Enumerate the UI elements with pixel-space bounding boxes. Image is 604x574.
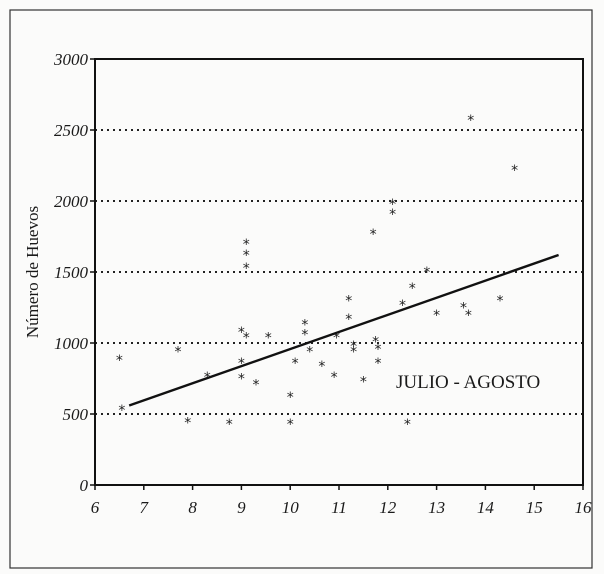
data-point: * [497,294,504,310]
data-point: * [226,417,233,433]
y-axis-label: Número de Huevos [23,206,42,338]
data-point: * [184,416,191,432]
trendline [128,253,559,407]
period-annotation: JULIO - AGOSTO [396,372,540,393]
data-point: * [238,372,245,388]
data-point: * [287,390,294,406]
data-point: * [243,248,250,264]
data-point: * [350,345,357,361]
data-point: * [301,328,308,344]
y-tick-label: 2000 [54,192,89,211]
data-point: * [243,237,250,253]
x-tick-label: 12 [379,498,397,517]
x-tick-label: 11 [331,498,347,517]
data-point: * [174,345,181,361]
data-point: * [433,308,440,324]
data-point: * [409,281,416,297]
data-point: * [375,342,382,358]
y-tick-label: 500 [63,405,89,424]
x-tick-label: 7 [140,498,150,517]
data-point: * [423,265,430,281]
data-point: * [287,417,294,433]
x-tick-label: 6 [91,498,100,517]
data-point: * [350,339,357,355]
data-point: * [238,325,245,341]
data-point: * [345,312,352,328]
data-point: * [460,301,467,317]
data-point: * [243,330,250,346]
data-point: * [306,345,313,361]
y-tick-label: 2500 [54,121,89,140]
data-point: * [404,417,411,433]
axis-ticks: 0 500 1000 1500 2000 2500 3000 6 7 8 9 10 11 12 13 14 15… [53,50,592,517]
data-point: * [318,359,325,375]
data-point: * [511,163,518,179]
outer-frame [9,9,593,569]
data-point: * [389,197,396,213]
data-point: * [301,318,308,334]
data-point: * [372,335,379,351]
data-point: * [370,227,377,243]
data-point: * [253,377,260,393]
data-point: * [467,113,474,129]
trendline-layer [128,253,559,407]
y-tick-label: 1500 [54,263,89,282]
y-tick-label: 3000 [53,50,89,69]
data-point: * [360,375,367,391]
data-point: * [399,298,406,314]
data-points: **** *********************************** *… [116,113,518,433]
data-point: * [243,261,250,277]
x-tick-label: 8 [188,498,197,517]
data-point: * [265,330,272,346]
y-tick-label: 1000 [54,334,89,353]
x-tick-label: 14 [477,498,495,517]
x-tick-label: 15 [526,498,543,517]
data-point: * [331,370,338,386]
x-tick-label: 13 [428,498,445,517]
data-point: * [116,353,123,369]
x-tick-label: 16 [575,498,593,517]
data-point: * [238,356,245,372]
data-point: * [345,294,352,310]
data-point: * [375,356,382,372]
data-point: * [465,308,472,324]
data-point: * [333,330,340,346]
data-point: * [118,403,125,419]
data-point: * [292,356,299,372]
data-point: * [389,207,396,223]
x-tick-label: 9 [237,498,246,517]
y-tick-label: 0 [80,476,89,495]
x-tick-label: 10 [282,498,300,517]
